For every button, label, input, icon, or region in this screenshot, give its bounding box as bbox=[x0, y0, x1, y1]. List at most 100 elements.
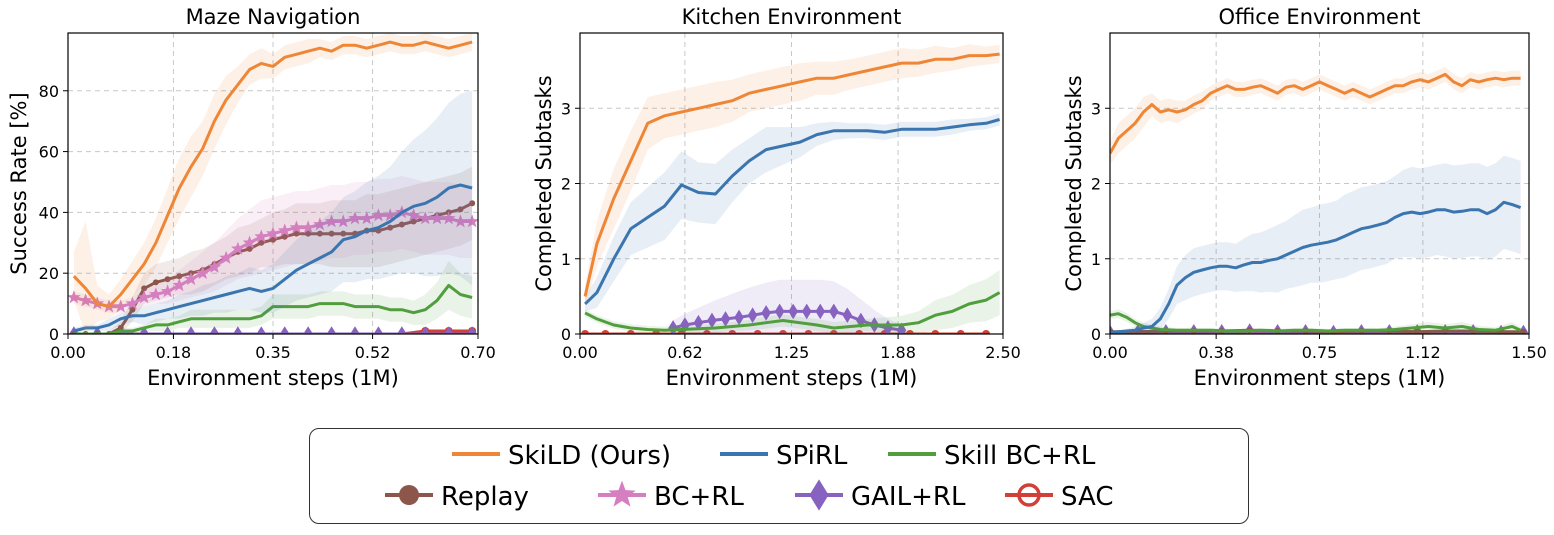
point-replay bbox=[129, 306, 136, 313]
y-tick-label: 20 bbox=[39, 264, 59, 283]
point-gail-rl bbox=[397, 326, 407, 334]
point-gail-rl bbox=[747, 307, 758, 323]
point-replay bbox=[270, 236, 276, 243]
series-spirl bbox=[73, 90, 473, 334]
legend-label-skill-bc-rl: Skill BC+RL bbox=[944, 441, 1096, 471]
y-tick-label: 0 bbox=[1091, 325, 1101, 344]
series-bc-rl bbox=[68, 175, 478, 313]
point-bc-rl bbox=[172, 278, 187, 292]
point-bc-rl bbox=[219, 250, 233, 264]
y-tick-label: 80 bbox=[39, 82, 59, 101]
legend-entry-skill-bc-rl: Skill BC+RL bbox=[888, 441, 1096, 471]
point-replay bbox=[176, 273, 183, 280]
point-sac bbox=[905, 330, 914, 334]
legend-label-spirl: SPiRL bbox=[776, 441, 848, 471]
plot-area bbox=[68, 33, 478, 334]
legend-entry-bc-rl: BC+RL bbox=[598, 480, 744, 512]
point-sac bbox=[829, 330, 838, 334]
point-gail-rl bbox=[774, 303, 785, 320]
confidence-band-skild-ours bbox=[1110, 66, 1521, 165]
confidence-band-replay bbox=[73, 166, 473, 334]
legend-marker-sac bbox=[1017, 483, 1041, 507]
line-skild-ours bbox=[583, 52, 1000, 297]
y-axis-label: Completed Subtasks bbox=[532, 75, 556, 291]
point-gail-rl bbox=[420, 326, 431, 334]
point-bc-rl bbox=[324, 214, 339, 228]
line-spirl bbox=[73, 183, 473, 333]
legend-marker-bc-rl bbox=[608, 480, 636, 507]
point-gail-rl bbox=[209, 326, 220, 334]
point-replay bbox=[141, 285, 148, 292]
point-gail-rl bbox=[162, 326, 173, 334]
point-replay bbox=[281, 233, 288, 240]
point-replay bbox=[398, 221, 405, 228]
point-bc-rl bbox=[78, 293, 93, 307]
confidence-band-skild-ours bbox=[73, 33, 473, 334]
point-gail-rl bbox=[734, 309, 744, 326]
point-sac bbox=[855, 330, 864, 334]
point-sac bbox=[626, 330, 635, 334]
point-gail-rl bbox=[707, 312, 717, 329]
y-tick-label: 1 bbox=[1091, 250, 1101, 269]
point-gail-rl bbox=[326, 326, 337, 334]
chart-title: Kitchen Environment bbox=[682, 5, 902, 29]
confidence-band-spirl bbox=[73, 90, 473, 334]
point-bc-rl bbox=[430, 211, 444, 225]
point-replay bbox=[1414, 328, 1421, 334]
point-replay bbox=[457, 206, 464, 213]
x-tick-label: 1.12 bbox=[1405, 343, 1441, 362]
point-gail-rl bbox=[788, 303, 798, 320]
point-gail-rl bbox=[883, 320, 893, 334]
point-gail-rl bbox=[373, 326, 384, 334]
point-replay bbox=[469, 200, 476, 207]
point-gail-rl bbox=[279, 326, 290, 334]
point-replay bbox=[246, 245, 253, 252]
x-tick-label: 0.00 bbox=[1092, 343, 1128, 362]
legend-entry-sac: SAC bbox=[1005, 482, 1113, 512]
point-bc-rl bbox=[113, 299, 128, 313]
x-tick-label: 1.50 bbox=[1511, 343, 1547, 362]
point-sac bbox=[702, 330, 711, 334]
point-gail-rl bbox=[443, 326, 454, 334]
point-replay bbox=[328, 230, 335, 237]
confidence-band-spirl bbox=[585, 113, 1000, 312]
point-sac bbox=[931, 330, 940, 334]
x-tick-label: 1.88 bbox=[880, 343, 916, 362]
series-spirl bbox=[584, 113, 1001, 312]
point-bc-rl bbox=[68, 290, 81, 304]
legend-label-replay: Replay bbox=[441, 482, 529, 512]
plot-area bbox=[1110, 66, 1529, 334]
series-skild-ours bbox=[583, 44, 1000, 308]
point-bc-rl bbox=[371, 208, 386, 222]
y-tick-label: 2 bbox=[1091, 175, 1101, 194]
legend-label-bc-rl: BC+RL bbox=[654, 482, 744, 512]
series-skill-bc-rl bbox=[584, 270, 1001, 334]
x-tick-label: 0.18 bbox=[156, 343, 192, 362]
chart-title: Maze Navigation bbox=[186, 5, 361, 29]
point-bc-rl bbox=[453, 214, 468, 228]
point-gail-rl bbox=[92, 326, 103, 334]
point-bc-rl bbox=[289, 220, 304, 234]
point-bc-rl bbox=[266, 226, 280, 240]
point-bc-rl bbox=[406, 208, 421, 222]
x-tick-label: 2.50 bbox=[985, 343, 1021, 362]
x-tick-label: 0.70 bbox=[460, 343, 496, 362]
point-bc-rl bbox=[195, 266, 210, 279]
point-bc-rl bbox=[348, 211, 362, 225]
x-tick-label: 0.00 bbox=[50, 343, 86, 362]
series-skild-ours bbox=[1110, 66, 1521, 165]
point-bc-rl bbox=[441, 211, 456, 225]
point-sac bbox=[956, 330, 965, 334]
x-tick-label: 0.62 bbox=[667, 343, 703, 362]
x-axis-label: Environment steps (1M) bbox=[147, 366, 399, 390]
y-tick-label: 3 bbox=[561, 99, 571, 118]
point-gail-rl bbox=[693, 314, 704, 331]
point-gail-rl bbox=[801, 303, 812, 320]
x-tick-label: 0.52 bbox=[355, 343, 391, 362]
legend-frame bbox=[309, 428, 1249, 524]
point-bc-rl bbox=[242, 235, 257, 249]
point-bc-rl bbox=[418, 211, 433, 225]
point-gail-rl bbox=[829, 303, 839, 320]
point-gail-rl bbox=[350, 326, 360, 334]
point-gail-rl bbox=[186, 326, 196, 334]
